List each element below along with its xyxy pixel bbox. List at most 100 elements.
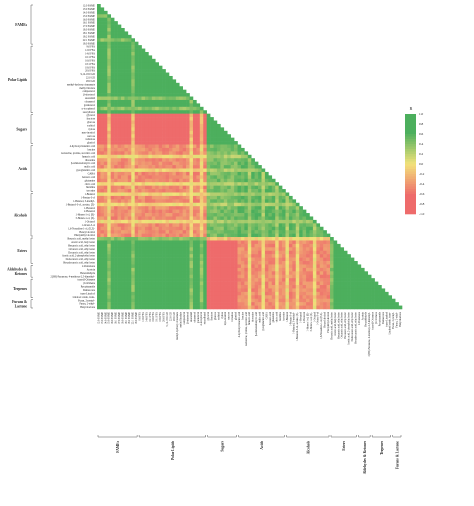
heatmap-cell [107,202,112,207]
heatmap-cell [244,178,249,183]
heatmap-cell [210,254,214,258]
heatmap-cell [172,185,177,190]
heatmap-cell [107,295,112,300]
heatmap-cell [165,110,170,114]
heatmap-cell [134,99,139,104]
heatmap-cell [124,48,129,53]
heatmap-cell [120,72,125,77]
heatmap-cell [97,298,101,303]
heatmap-cell [189,209,194,214]
heatmap-cell [155,165,159,169]
heatmap-cell [168,295,173,300]
heatmap-cell [247,175,252,180]
heatmap-cell [100,96,105,101]
heatmap-cell [124,86,129,90]
heatmap-cell [206,233,211,238]
heatmap-cell [182,243,187,248]
heatmap-cell [258,189,262,193]
heatmap-cell [240,298,245,303]
heatmap-cell [196,285,201,289]
heatmap-cell [216,127,221,132]
heatmap-cell [302,302,307,306]
heatmap-cell [216,144,221,149]
heatmap-cell [155,305,159,310]
heatmap-cell [172,257,177,262]
heatmap-cell [330,285,334,289]
heatmap-cell [323,291,327,296]
heatmap-cell [350,274,355,279]
heatmap-cell [179,213,183,217]
heatmap-cell [306,254,310,258]
heatmap-cell [230,199,235,204]
heatmap-cell [141,199,146,204]
heatmap-cell [175,237,180,241]
heatmap-cell [117,113,122,118]
heatmap-cell [124,278,129,282]
heatmap-cell [275,240,279,245]
heatmap-cell [186,285,190,289]
heatmap-cell [179,261,183,265]
heatmap-cell [357,267,362,272]
heatmap-cell [114,175,118,180]
heatmap-cell [210,271,214,276]
heatmap-cell [237,264,242,269]
heatmap-cell [189,195,194,200]
heatmap-cell [268,202,273,207]
heatmap-cell [230,171,235,176]
heatmap-cell [131,165,135,169]
heatmap-cell [141,261,146,265]
heatmap-cell [110,41,115,46]
heatmap-cell [144,243,149,248]
heatmap-cell [292,254,297,258]
heatmap-cell [182,233,187,238]
heatmap-cell [120,175,125,180]
row-label: Damascone [83,289,96,292]
heatmap-cell [179,209,183,214]
heatmap-cell [168,117,173,121]
column-label: methyl linolate [180,311,183,327]
heatmap-cell [258,278,262,282]
heatmap-cell [203,199,207,204]
heatmap-cell [220,195,225,200]
heatmap-cell [120,213,125,217]
heatmap-cell [110,182,115,186]
heatmap-cell [271,267,276,272]
heatmap-cell [100,141,105,145]
heatmap-cell [220,274,225,279]
heatmap-cell [189,243,194,248]
heatmap-cell [206,271,211,276]
heatmap-cell [261,226,266,231]
heatmap-cell [237,305,242,310]
column-label: 9:0 FFA [139,312,142,321]
heatmap-cell [165,165,170,169]
heatmap-cell [319,274,324,279]
heatmap-cell [97,178,101,183]
heatmap-cell [189,305,194,310]
legend-tick-label: -1.0 [419,212,425,216]
heatmap-cell [148,250,153,255]
heatmap-cell [251,178,255,183]
heatmap-cell [120,223,125,228]
heatmap-cell [120,79,125,84]
heatmap-cell [148,257,153,262]
heatmap-cell [292,223,297,228]
heatmap-cell [97,10,101,15]
heatmap-cell [158,120,163,125]
heatmap-cell [117,58,122,63]
heatmap-cell [343,298,348,303]
heatmap-cell [275,192,279,197]
heatmap-cell [114,21,118,25]
heatmap-cell [114,213,118,217]
heatmap-cell [141,223,146,228]
heatmap-cell [155,291,159,296]
heatmap-cell [165,223,170,228]
heatmap-cell [336,274,341,279]
heatmap-cell [134,103,139,108]
heatmap-cell [330,257,334,262]
heatmap-cell [364,302,369,306]
column-label: glutamine [272,311,275,322]
heatmap-cell [182,254,187,258]
heatmap-cell [97,144,101,149]
heatmap-cell [336,288,341,293]
heatmap-cell [134,45,139,49]
